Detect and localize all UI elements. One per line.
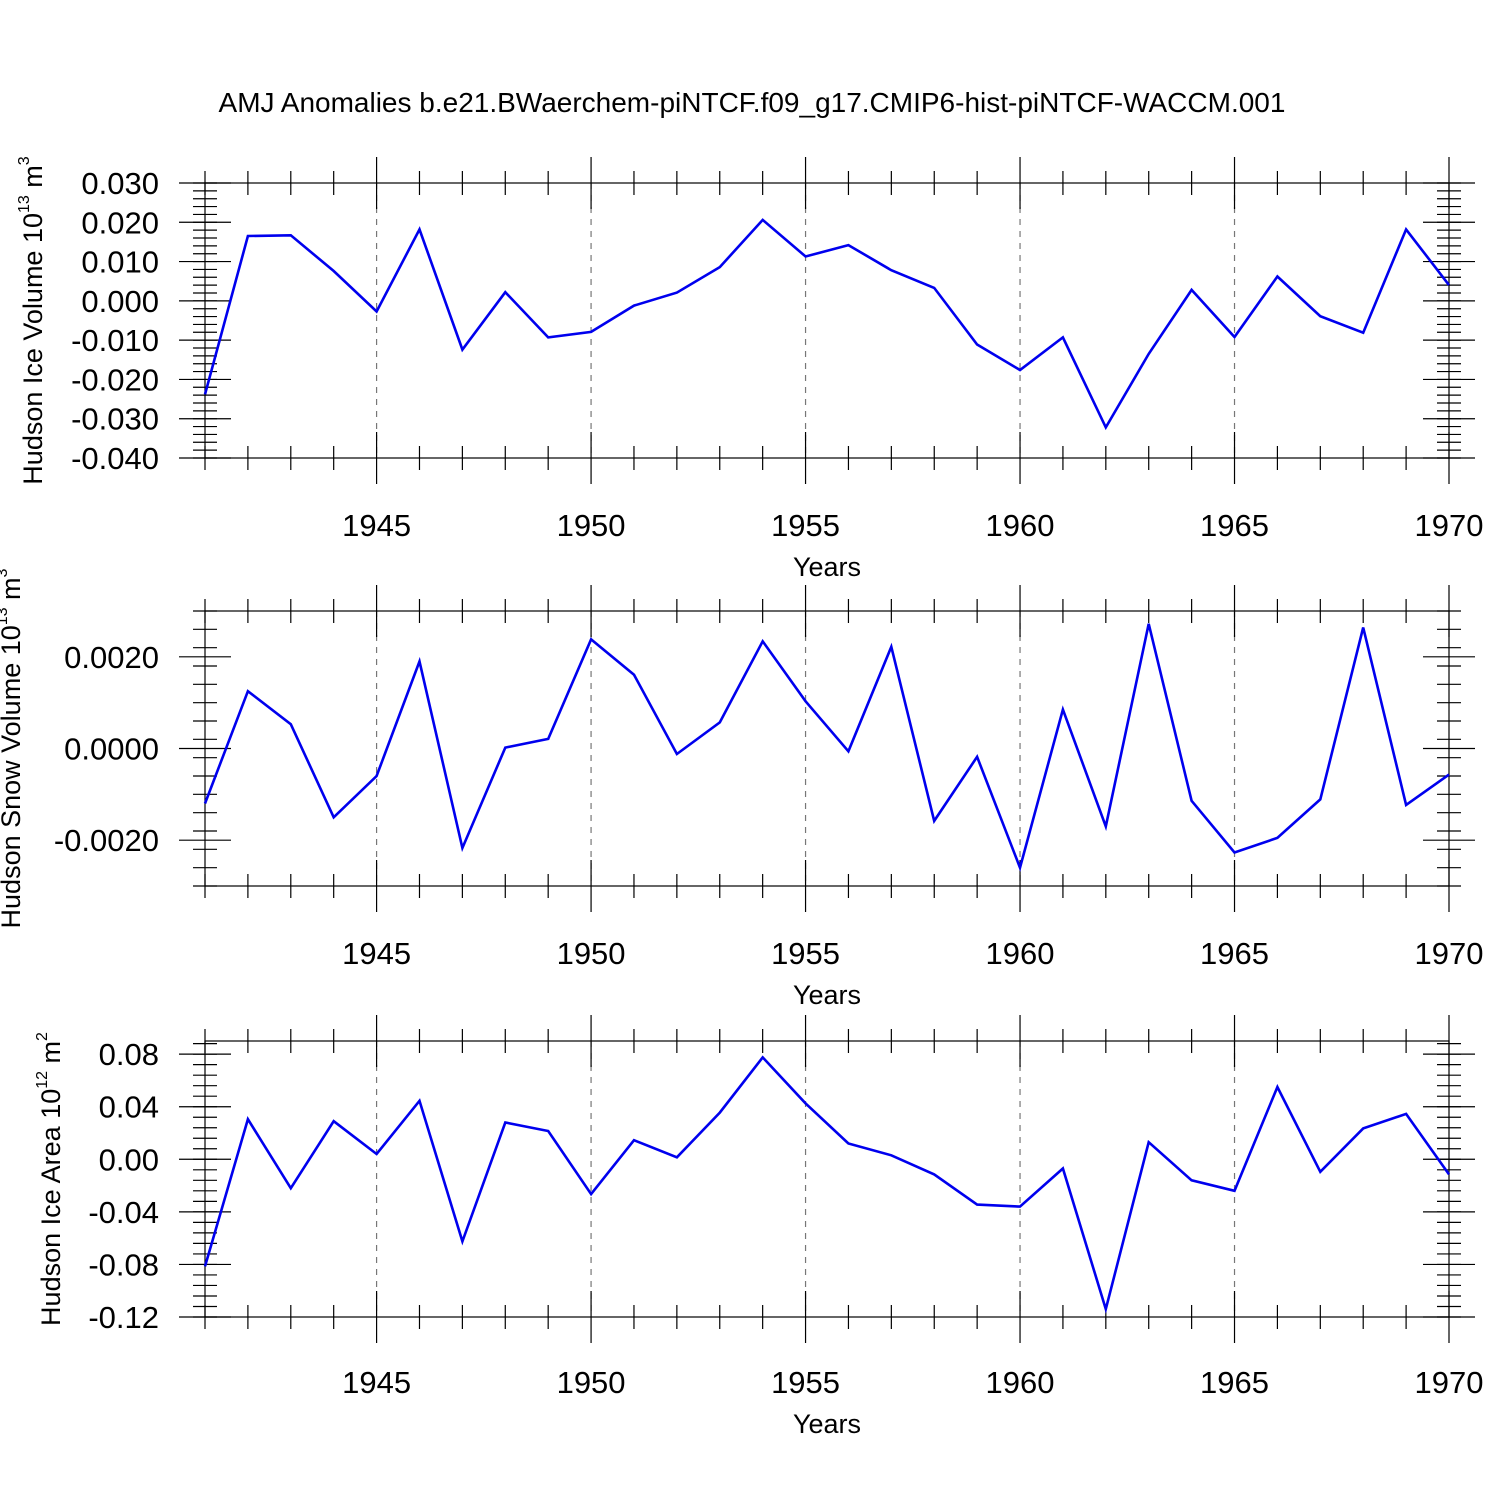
x-tick-label: 1970 [1415,508,1484,543]
y-tick-label: 0.08 [99,1037,159,1072]
y-tick-label: -0.0020 [54,823,159,858]
x-tick-label: 1960 [986,508,1055,543]
x-tick-label: 1955 [771,1365,840,1400]
x-tick-label: 1960 [986,1365,1055,1400]
x-axis-label: Years [793,552,861,582]
y-axis-label: Hudson Ice Volume 1013 m3 [16,156,48,484]
y-tick-label: 0.030 [81,166,159,201]
x-tick-label: 1970 [1415,1365,1484,1400]
x-tick-label: 1945 [342,936,411,971]
plot-frame [204,1040,1450,1318]
y-axis-label: Hudson Snow Volume 1013 m3 [0,568,26,928]
y-tick-label: 0.0000 [64,732,159,767]
panel-2: 0.0020 0.0000 -0.0020 1945 1950 1955 1960 1965 1… [0,568,1483,1010]
x-tick-label: 1950 [557,1365,626,1400]
y-tick-label: -0.020 [71,362,159,397]
y-tick-label: -0.04 [88,1195,159,1230]
x-tick-label: 1945 [342,508,411,543]
y-tick-label: 0.00 [99,1142,159,1177]
plot-frame [204,610,1450,887]
y-tick-label: 0.020 [81,205,159,240]
y-tick-label: 0.010 [81,245,159,280]
x-tick-label: 1950 [557,936,626,971]
x-tick-label: 1955 [771,508,840,543]
series-line-1 [203,218,1451,431]
plot-frame [204,182,1450,459]
panel-3: 0.08 0.04 0.00 -0.04 -0.08 -0.12 1945 1950 1955 1… [34,1015,1483,1439]
y-tick-label: 0.04 [99,1090,159,1125]
x-tick-label: 1950 [557,508,626,543]
y-tick-label: -0.12 [88,1300,159,1335]
series-line-2 [203,623,1450,872]
x-tick-label: 1945 [342,1365,411,1400]
figure-title: AMJ Anomalies b.e21.BWaerchem-piNTCF.f09… [219,87,1286,118]
y-tick-label: 0.0020 [64,640,159,675]
x-axis-label: Years [793,980,861,1010]
x-tick-label: 1965 [1200,936,1269,971]
x-tick-label: 1960 [986,936,1055,971]
series-line-3 [203,1055,1451,1314]
x-tick-label: 1955 [771,936,840,971]
y-tick-label: -0.010 [71,323,159,358]
y-axis-label: Hudson Ice Area 1012 m2 [34,1032,66,1326]
y-tick-label: 0.000 [81,284,159,319]
x-axis-label: Years [793,1409,861,1439]
panel-1: 0.030 0.020 0.010 0.000 -0.010 -0.020 -0.030 -0… [16,156,1483,582]
y-tick-label: -0.08 [88,1247,159,1282]
x-tick-label: 1970 [1415,936,1484,971]
x-tick-label: 1965 [1200,508,1269,543]
y-tick-label: -0.040 [71,441,159,476]
y-tick-label: -0.030 [71,402,159,437]
x-tick-label: 1965 [1200,1365,1269,1400]
